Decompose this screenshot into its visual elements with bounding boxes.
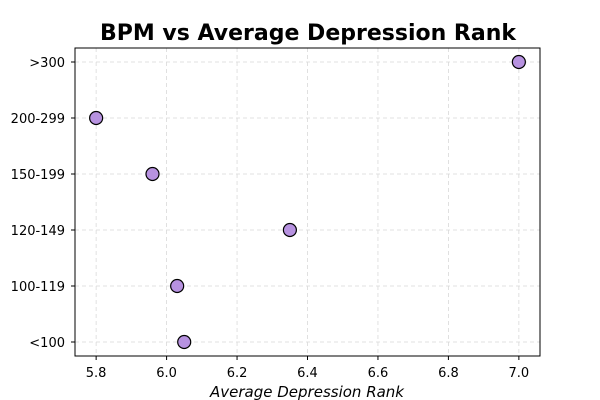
x-axis-label: Average Depression Rank xyxy=(209,383,405,400)
data-points xyxy=(89,54,526,350)
x-tick-label: 6.6 xyxy=(368,366,389,381)
scatter-point xyxy=(170,278,185,294)
x-tick-label: 6.0 xyxy=(156,366,177,381)
y-tick-label: >300 xyxy=(29,56,65,71)
scatter-point xyxy=(145,166,160,182)
y-tick-label: 150-199 xyxy=(11,168,65,183)
x-tick-label: 6.4 xyxy=(297,366,318,381)
x-tick-label: 6.2 xyxy=(227,366,248,381)
y-axis: <100 100-119 120-149 150-199 200-299 >300 xyxy=(11,56,75,351)
y-tick-label: <100 xyxy=(29,336,65,351)
x-axis: 5.8 6.0 6.2 6.4 6.6 6.8 7.0 xyxy=(86,356,529,381)
x-tick-label: 7.0 xyxy=(509,366,530,381)
scatter-point xyxy=(511,54,526,70)
scatter-point xyxy=(282,222,297,238)
chart-title: BPM vs Average Depression Rank xyxy=(100,21,517,46)
x-tick-label: 6.8 xyxy=(438,366,459,381)
scatter-point xyxy=(177,334,192,350)
y-tick-label: 200-299 xyxy=(11,112,65,127)
y-tick-label: 100-119 xyxy=(11,280,65,295)
y-tick-label: 120-149 xyxy=(11,224,65,239)
x-tick-label: 5.8 xyxy=(86,366,107,381)
grid xyxy=(75,48,540,356)
scatter-point xyxy=(89,110,104,126)
